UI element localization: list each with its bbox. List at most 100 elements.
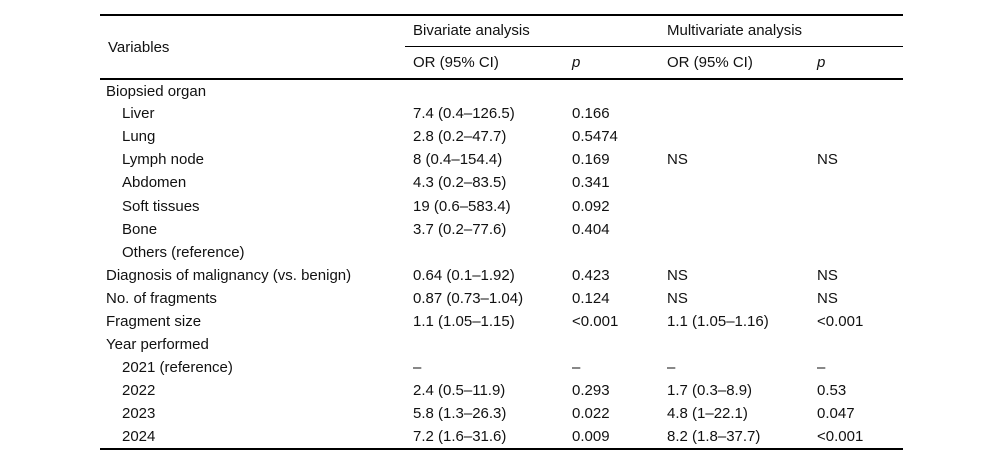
column-group-bivariate: Bivariate analysis — [405, 15, 659, 47]
data-cell: NS — [667, 151, 688, 169]
data-cell — [659, 79, 809, 102]
column-header-bivariate-or: OR (95% CI) — [405, 46, 564, 80]
data-cell: 4.3 (0.2–83.5) — [413, 174, 507, 192]
row-label: 2024 — [122, 427, 156, 445]
row-label: 2021 (reference) — [122, 359, 233, 377]
data-cell: 8.2 (1.8–37.7) — [667, 427, 761, 445]
data-cell — [659, 333, 809, 356]
table-row: No. of fragments 0.87 (0.73–1.04) 0.124 … — [100, 287, 903, 310]
data-cell — [809, 194, 903, 217]
data-cell: 1.1 (1.05–1.15) — [413, 312, 515, 330]
row-label: Lung — [122, 128, 156, 146]
data-cell: 8 (0.4–154.4) — [413, 151, 503, 169]
data-cell — [809, 102, 903, 125]
data-cell: 0.423 — [572, 266, 610, 284]
data-cell: 0.404 — [572, 220, 610, 238]
column-group-multivariate: Multivariate analysis — [659, 15, 903, 47]
data-cell — [659, 241, 809, 264]
table-row: 2024 7.2 (1.6–31.6) 0.009 8.2 (1.8–37.7)… — [100, 425, 903, 448]
data-cell: 0.124 — [572, 289, 610, 307]
data-cell: 0.53 — [817, 382, 847, 400]
data-cell: 0.87 (0.73–1.04) — [413, 289, 524, 307]
table-row: Diagnosis of malignancy (vs. benign) 0.6… — [100, 264, 903, 287]
data-cell — [405, 333, 564, 356]
row-label: 2022 — [122, 382, 156, 400]
data-cell: 0.092 — [572, 197, 610, 215]
data-cell — [659, 125, 809, 148]
data-cell: NS — [817, 266, 838, 284]
data-cell: <0.001 — [817, 427, 864, 445]
table-row: Soft tissues 19 (0.6–583.4) 0.092 — [100, 194, 903, 217]
data-cell: 19 (0.6–583.4) — [413, 197, 511, 215]
column-header-variables: Variables — [100, 15, 405, 80]
row-label: Bone — [122, 220, 158, 238]
data-cell: 1.7 (0.3–8.9) — [667, 382, 753, 400]
data-cell — [809, 333, 903, 356]
data-cell — [405, 241, 564, 264]
table-row: Liver 7.4 (0.4–126.5) 0.166 — [100, 102, 903, 125]
row-label: 2023 — [122, 405, 156, 423]
group-header-row: Variables Bivariate analysis Multivariat… — [100, 15, 903, 80]
table-row: Lymph node 8 (0.4–154.4) 0.169 NS NS — [100, 148, 903, 171]
table-row: Abdomen 4.3 (0.2–83.5) 0.341 — [100, 171, 903, 194]
table-body: Biopsied organ Liver 7.4 (0.4–126.5) 0.1… — [100, 79, 903, 449]
data-cell: 1.1 (1.05–1.16) — [667, 312, 769, 330]
table-header: Variables Bivariate analysis Multivariat… — [100, 15, 903, 80]
data-cell: 0.293 — [572, 382, 610, 400]
data-cell — [809, 171, 903, 194]
data-cell — [564, 241, 659, 264]
table-row: Fragment size 1.1 (1.05–1.15) <0.001 1.1… — [100, 310, 903, 333]
table-row: Bone 3.7 (0.2–77.6) 0.404 — [100, 218, 903, 241]
row-label: Fragment size — [106, 312, 202, 330]
data-cell: NS — [817, 151, 838, 169]
row-label: Abdomen — [122, 174, 187, 192]
row-label: Biopsied organ — [106, 82, 207, 100]
data-cell: 0.5474 — [572, 128, 618, 146]
data-cell: 0.047 — [817, 405, 855, 423]
data-cell: 5.8 (1.3–26.3) — [413, 405, 507, 423]
table-row: 2023 5.8 (1.3–26.3) 0.022 4.8 (1–22.1) 0… — [100, 402, 903, 425]
data-cell: – — [413, 359, 422, 377]
data-cell: – — [817, 359, 826, 377]
data-cell: NS — [817, 289, 838, 307]
row-label: Year performed — [106, 336, 209, 354]
data-cell — [659, 194, 809, 217]
data-cell: 0.022 — [572, 405, 610, 423]
table-row: Lung 2.8 (0.2–47.7) 0.5474 — [100, 125, 903, 148]
table-row: Year performed — [100, 333, 903, 356]
data-cell — [659, 171, 809, 194]
table-row: Biopsied organ — [100, 79, 903, 102]
column-header-multivariate-p: p — [809, 46, 903, 80]
data-cell — [809, 241, 903, 264]
data-cell: 2.4 (0.5–11.9) — [413, 382, 506, 400]
data-cell: NS — [667, 266, 688, 284]
data-cell — [659, 102, 809, 125]
data-cell: 0.009 — [572, 427, 610, 445]
data-cell — [809, 218, 903, 241]
data-cell: 7.4 (0.4–126.5) — [413, 105, 515, 123]
column-header-multivariate-or: OR (95% CI) — [659, 46, 809, 80]
stats-table: Variables Bivariate analysis Multivariat… — [100, 14, 903, 450]
data-cell: 2.8 (0.2–47.7) — [413, 128, 507, 146]
data-cell — [659, 218, 809, 241]
data-cell: – — [572, 359, 581, 377]
data-cell: – — [667, 359, 676, 377]
data-cell: 4.8 (1–22.1) — [667, 405, 748, 423]
data-cell: 0.64 (0.1–1.92) — [413, 266, 515, 284]
table-row: 2021 (reference) – – – – — [100, 356, 903, 379]
table-row: 2022 2.4 (0.5–11.9) 0.293 1.7 (0.3–8.9) … — [100, 379, 903, 402]
row-label: Liver — [122, 105, 155, 123]
data-cell — [809, 79, 903, 102]
data-cell — [564, 333, 659, 356]
data-cell: NS — [667, 289, 688, 307]
data-cell: <0.001 — [817, 312, 864, 330]
row-label: Others (reference) — [122, 243, 245, 261]
row-label: Lymph node — [122, 151, 205, 169]
data-cell — [405, 79, 564, 102]
column-header-bivariate-p: p — [564, 46, 659, 80]
data-cell — [809, 125, 903, 148]
data-cell: 0.169 — [572, 151, 610, 169]
data-cell: <0.001 — [572, 312, 619, 330]
row-label: No. of fragments — [106, 289, 217, 307]
